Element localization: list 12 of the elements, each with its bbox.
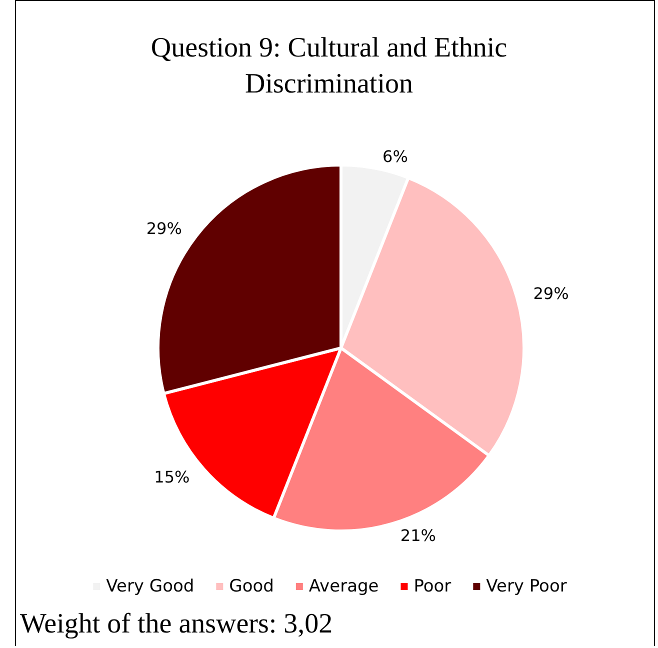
legend-label: Very Good — [106, 576, 194, 596]
data-label: 29% — [533, 284, 569, 304]
legend-label: Good — [229, 576, 274, 596]
data-label: 21% — [400, 526, 436, 545]
data-label: 29% — [146, 218, 182, 238]
text: Weight of the answers: 3,02 — [20, 608, 333, 640]
legend-label: Poor — [414, 576, 452, 596]
legend-label: Average — [308, 576, 379, 596]
data-label: 6% — [382, 146, 408, 166]
data-label: 15% — [154, 467, 190, 486]
legend-label: Very Poor — [486, 576, 567, 596]
chart-title: Question 9: Cultural and Ethnic Discrimination — [150, 32, 508, 100]
